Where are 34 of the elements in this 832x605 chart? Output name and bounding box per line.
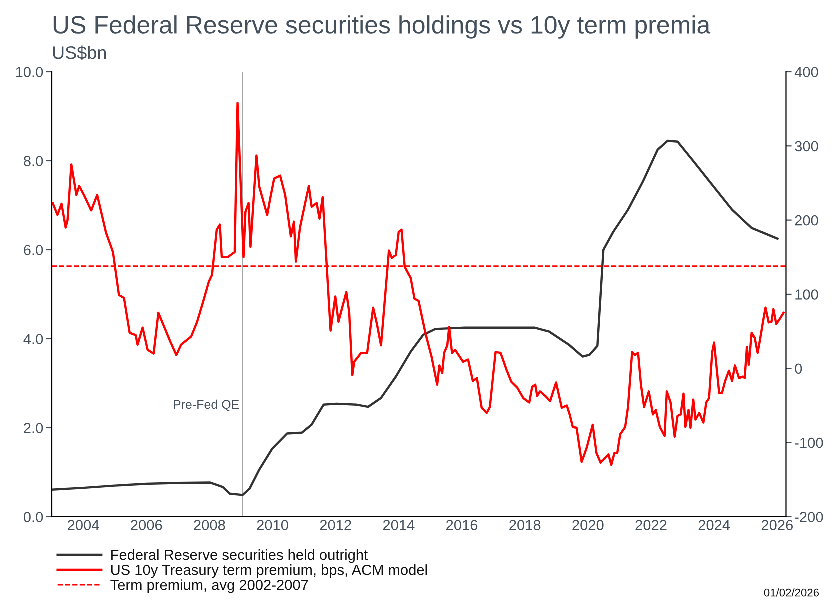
x-tick-label: 2008 [194, 520, 226, 530]
y2-tick-label: 100 [796, 290, 818, 300]
chart-subtitle: US$bn [53, 46, 106, 60]
y2-tick-label: 0 [795, 364, 802, 374]
line-series [52, 102, 785, 466]
y-tick-label: 0.0 [24, 512, 44, 522]
y-tick-label: 2.0 [24, 423, 44, 434]
ref-line-label: Pre-Fed QE [174, 400, 240, 412]
y-tick-label: 8.0 [24, 156, 44, 166]
x-tick-label: 2014 [383, 520, 415, 530]
text: 01/02/2026 [764, 588, 820, 597]
y-tick-label: 6.0 [24, 245, 44, 256]
x-tick-label: 2010 [257, 520, 288, 530]
x-tick-label: 2020 [572, 520, 604, 530]
x-tick-label: 2016 [446, 520, 478, 530]
legend-label: Term premium, avg 2002-2007 [110, 580, 308, 594]
x-tick-label: 2024 [698, 520, 730, 530]
y2-tick-label: -100 [795, 438, 824, 448]
x-tick-label: 2006 [131, 520, 162, 530]
y-tick-label: 10.0 [16, 67, 44, 78]
chart-title: US Federal Reserve securities holdings vs 10y term premia [54, 16, 711, 39]
x-tick-label: 2004 [68, 520, 100, 530]
x-tick-label: 2026 [762, 520, 793, 530]
y-tick-label: 4.0 [24, 334, 44, 344]
line-series [52, 140, 779, 496]
x-tick-label: 2022 [636, 520, 667, 530]
y2-tick-label: 400 [794, 67, 818, 78]
y2-tick-label: -200 [795, 512, 824, 522]
x-tick-label: 2012 [320, 520, 352, 530]
x-tick-label: 2018 [510, 520, 541, 530]
y2-tick-label: 300 [795, 141, 818, 152]
y2-tick-label: 200 [795, 215, 818, 226]
legend-label: Federal Reserve securities held outright [112, 550, 368, 564]
legend-label: US 10y Treasury term premium, bps, ACM model [111, 564, 428, 578]
